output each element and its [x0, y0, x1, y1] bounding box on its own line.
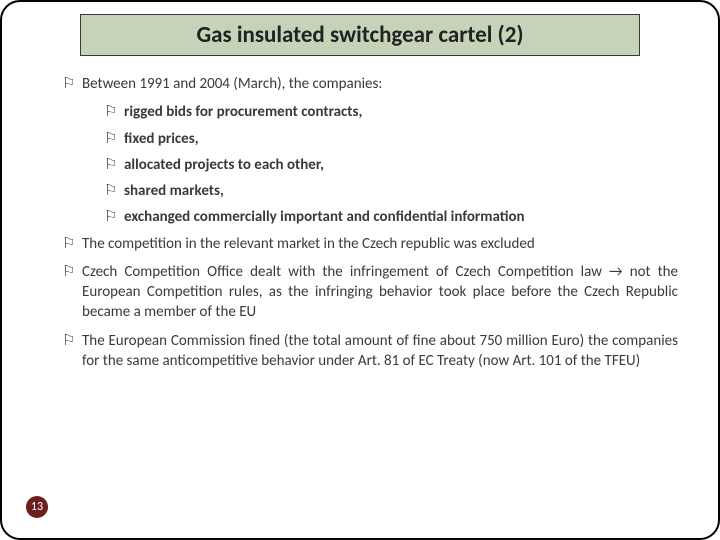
bullet-item: ⚐ The competition in the relevant market… [62, 234, 678, 254]
bullet-text: shared markets, [124, 181, 678, 201]
sub-bullet-item: ⚐ exchanged commercially important and c… [104, 207, 678, 227]
sub-bullet-item: ⚐ allocated projects to each other, [104, 155, 678, 175]
bullet-item: ⚐ The European Commission fined (the tot… [62, 331, 678, 372]
bullet-marker-icon: ⚐ [104, 181, 124, 201]
sub-bullet-item: ⚐ shared markets, [104, 181, 678, 201]
bullet-marker-icon: ⚐ [104, 155, 124, 175]
slide-title: Gas insulated switchgear cartel (2) [196, 21, 523, 49]
page-number: 13 [31, 500, 43, 514]
bullet-marker-icon: ⚐ [104, 207, 124, 227]
bullet-text: Between 1991 and 2004 (March), the compa… [82, 74, 678, 94]
bullet-text: allocated projects to each other, [124, 155, 678, 175]
bullet-text: exchanged commercially important and con… [124, 207, 678, 227]
bullet-marker-icon: ⚐ [62, 331, 82, 351]
bullet-text: Czech Competition Office dealt with the … [82, 262, 678, 323]
sub-bullet-item: ⚐ fixed prices, [104, 129, 678, 149]
bullet-marker-icon: ⚐ [62, 74, 82, 94]
bullet-text: rigged bids for procurement contracts, [124, 102, 678, 122]
sub-bullet-item: ⚐ rigged bids for procurement contracts, [104, 102, 678, 122]
bullet-item: ⚐ Czech Competition Office dealt with th… [62, 262, 678, 323]
slide-frame: Gas insulated switchgear cartel (2) ⚐ Be… [0, 0, 720, 540]
title-bar: Gas insulated switchgear cartel (2) [80, 14, 640, 56]
bullet-marker-icon: ⚐ [62, 262, 82, 282]
bullet-marker-icon: ⚐ [104, 102, 124, 122]
bullet-marker-icon: ⚐ [62, 234, 82, 254]
page-number-badge: 13 [26, 496, 48, 518]
bullet-marker-icon: ⚐ [104, 129, 124, 149]
bullet-text: The competition in the relevant market i… [82, 234, 678, 254]
bullet-text: fixed prices, [124, 129, 678, 149]
slide-content: ⚐ Between 1991 and 2004 (March), the com… [62, 74, 678, 379]
bullet-text: The European Commission fined (the total… [82, 331, 678, 372]
bullet-item: ⚐ Between 1991 and 2004 (March), the com… [62, 74, 678, 94]
